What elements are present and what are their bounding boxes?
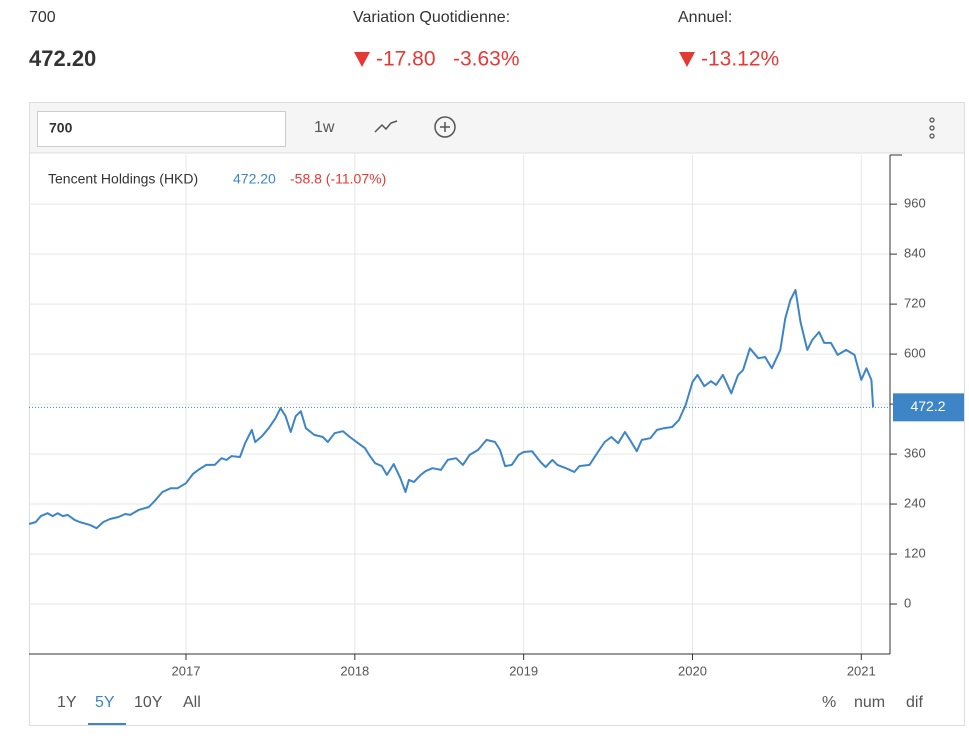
- daily-label: Variation Quotidienne:: [353, 9, 510, 26]
- y-tick-label: 720: [904, 296, 926, 311]
- down-arrow: [354, 52, 370, 67]
- menu-button[interactable]: [929, 117, 935, 139]
- last-price-box: [893, 393, 964, 422]
- mode-button[interactable]: num: [854, 694, 885, 711]
- symbol-input-text: 700: [49, 120, 73, 136]
- annual-label: Annuel:: [678, 9, 732, 26]
- y-tick-label: 240: [904, 495, 926, 510]
- mode-button[interactable]: dif: [906, 694, 923, 711]
- range-button[interactable]: 1Y: [57, 694, 77, 711]
- x-tick-label: 2017: [172, 663, 201, 678]
- y-tick-label: 360: [904, 446, 926, 461]
- down-arrow: [679, 52, 695, 67]
- x-tick-label: 2020: [678, 663, 707, 678]
- symbol-input[interactable]: [37, 111, 286, 147]
- y-tick-label: 840: [904, 246, 926, 261]
- x-tick-label: 2018: [340, 663, 369, 678]
- daily-change: -17.80: [376, 48, 436, 71]
- x-tick-label: 2019: [509, 663, 538, 678]
- annual-pct: -13.12%: [701, 48, 779, 71]
- legend-name: Tencent Holdings (HKD): [48, 171, 198, 187]
- price-line: [28, 289, 875, 530]
- chart-type-button[interactable]: [374, 120, 398, 133]
- range-button[interactable]: 10Y: [134, 694, 163, 711]
- legend-price: 472.20: [233, 171, 276, 187]
- add-button[interactable]: [434, 116, 456, 138]
- add-icon: [440, 122, 450, 132]
- legend-change: -58.8 (-11.07%): [290, 171, 386, 187]
- daily-pct: -3.63%: [453, 48, 520, 71]
- y-tick-label: 0: [904, 595, 911, 610]
- y-tick-label: 600: [904, 346, 926, 361]
- mode-button[interactable]: %: [822, 694, 836, 711]
- price: 472.20: [29, 46, 96, 71]
- y-tick-label: 120: [904, 545, 926, 560]
- range-button[interactable]: All: [183, 694, 201, 711]
- x-tick-label: 2021: [847, 663, 876, 678]
- interval-button[interactable]: 1w: [314, 119, 335, 136]
- symbol: 700: [29, 9, 56, 26]
- range-button[interactable]: 5Y: [95, 694, 115, 711]
- y-tick-label: 960: [904, 196, 926, 211]
- last-price-label: 472.2: [910, 398, 945, 414]
- widget: [29, 102, 965, 726]
